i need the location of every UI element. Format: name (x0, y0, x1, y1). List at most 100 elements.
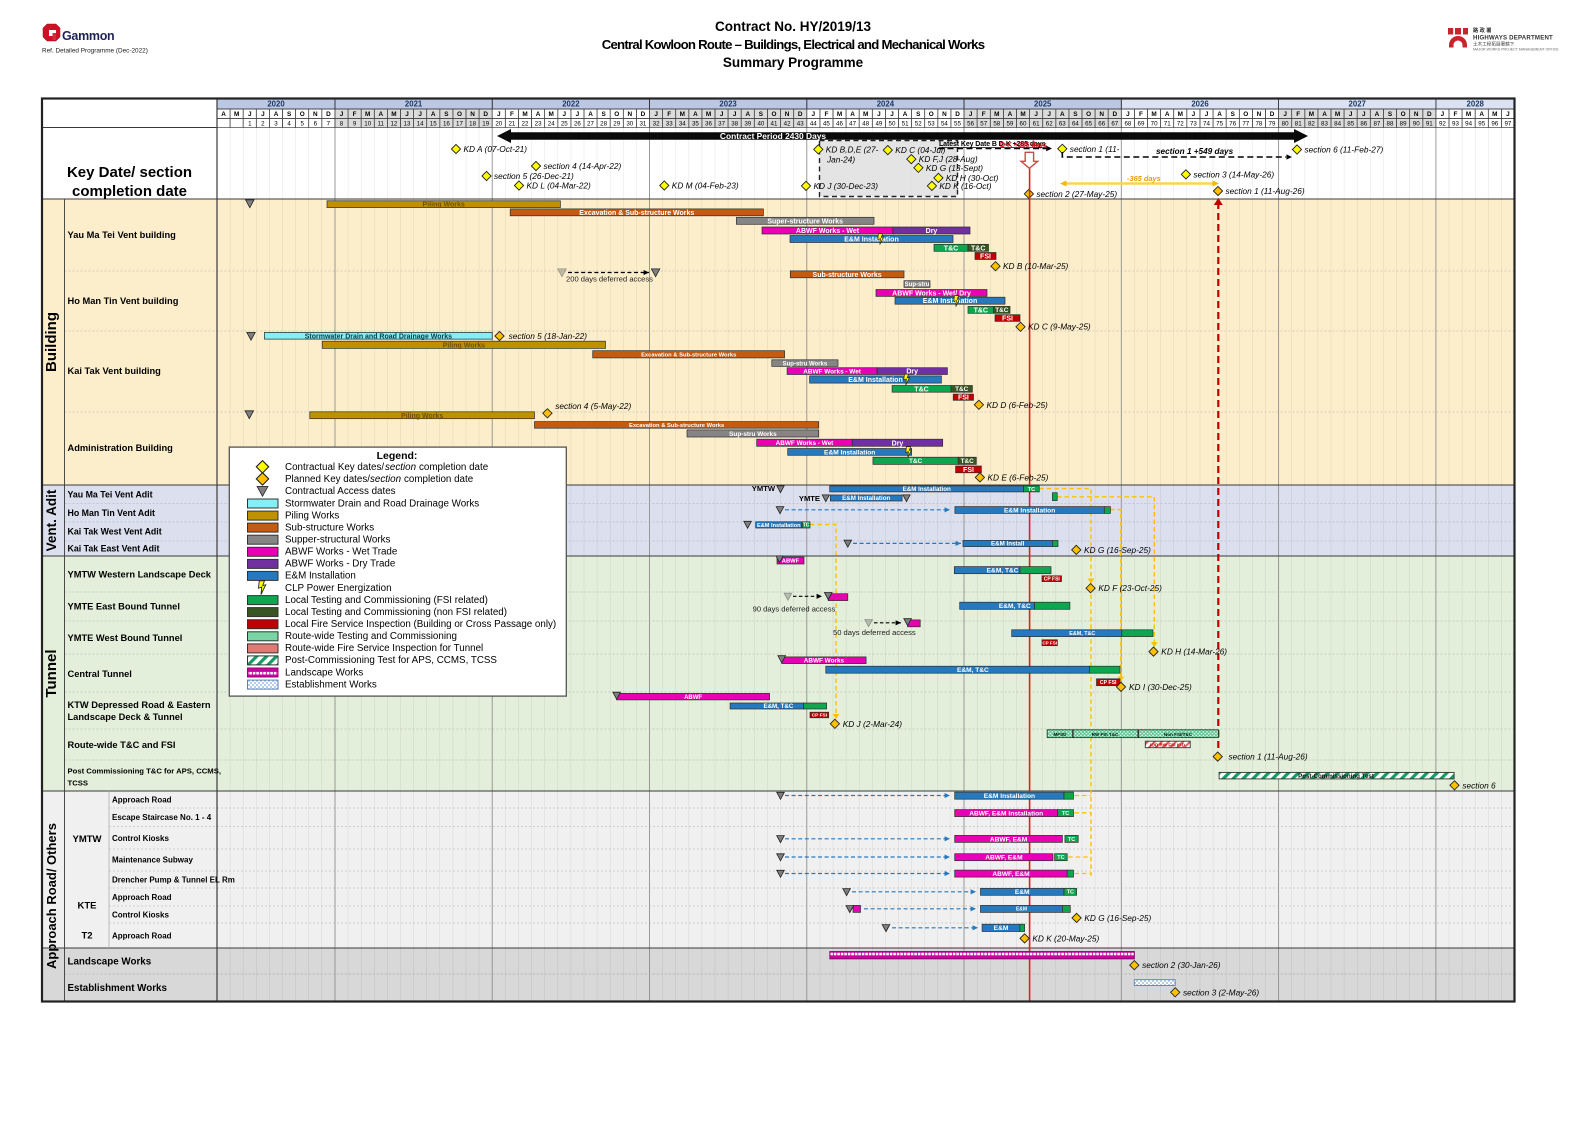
svg-text:29: 29 (613, 120, 620, 127)
svg-text:N: N (627, 111, 632, 118)
svg-text:12: 12 (390, 120, 397, 127)
svg-text:A: A (431, 111, 436, 118)
svg-text:N: N (1257, 111, 1262, 118)
svg-text:A: A (1375, 111, 1380, 118)
svg-text:E&M, T&C: E&M, T&C (999, 603, 1031, 610)
svg-text:E&M, T&C: E&M, T&C (957, 667, 989, 674)
svg-text:Dry: Dry (926, 228, 938, 235)
svg-text:94: 94 (1465, 120, 1472, 127)
svg-text:Piling Works: Piling Works (401, 413, 443, 420)
svg-text:J: J (969, 111, 973, 118)
svg-text:J: J (497, 111, 501, 118)
svg-text:TC: TC (1067, 890, 1074, 896)
svg-text:A: A (1165, 111, 1170, 118)
svg-text:A: A (1217, 111, 1222, 118)
svg-text:4: 4 (287, 120, 291, 127)
svg-text:Escape Staircase No. 1 - 4: Escape Staircase No. 1 - 4 (112, 813, 212, 822)
svg-text:J: J (733, 111, 737, 118)
svg-text:71: 71 (1164, 120, 1171, 127)
svg-text:Establishment Works: Establishment Works (285, 679, 377, 690)
svg-text:Contract Period 2430 Days: Contract Period 2430 Days (720, 131, 826, 141)
svg-text:D: D (483, 111, 488, 118)
svg-text:section 1 (11-Aug-26): section 1 (11-Aug-26) (1229, 752, 1308, 762)
svg-text:M: M (1466, 111, 1471, 118)
svg-text:E&M Installation: E&M Installation (848, 377, 902, 384)
svg-text:T&C: T&C (995, 307, 1009, 314)
svg-text:M: M (549, 111, 554, 118)
svg-text:S: S (444, 111, 449, 118)
svg-text:77: 77 (1242, 120, 1249, 127)
svg-text:A: A (378, 111, 383, 118)
svg-text:E&M Installation: E&M Installation (285, 571, 356, 582)
svg-text:KD G (16-Sep-25): KD G (16-Sep-25) (1084, 545, 1151, 555)
svg-text:81: 81 (1295, 120, 1302, 127)
svg-text:Sup-stru Works: Sup-stru Works (729, 431, 777, 438)
svg-text:路 政 署: 路 政 署 (1473, 26, 1492, 34)
svg-text:2022: 2022 (562, 100, 580, 109)
svg-text:CP FSI: CP FSI (1042, 640, 1057, 645)
svg-text:J: J (1283, 111, 1287, 118)
svg-text:completion date: completion date (404, 474, 474, 485)
svg-text:ABWF Works - Wet/ Dry: ABWF Works - Wet/ Dry (892, 291, 971, 298)
svg-text:47: 47 (849, 120, 856, 127)
svg-text:CP FSI: CP FSI (812, 713, 828, 719)
svg-text:1: 1 (248, 120, 252, 127)
svg-text:Excavation & Sub-structure Wor: Excavation & Sub-structure Works (641, 352, 736, 358)
svg-text:24: 24 (548, 120, 555, 127)
svg-text:FSI: FSI (1002, 316, 1013, 323)
svg-text:D: D (1270, 111, 1275, 118)
svg-text:Vent. Adit: Vent. Adit (44, 489, 59, 551)
svg-text:E&M Installation: E&M Installation (757, 523, 801, 529)
svg-text:17: 17 (456, 120, 463, 127)
svg-text:9: 9 (353, 120, 357, 127)
svg-text:2027: 2027 (1349, 100, 1366, 109)
svg-text:J: J (576, 111, 580, 118)
svg-text:M: M (391, 111, 396, 118)
svg-text:Yau Ma Tei Vent Adit: Yau Ma Tei Vent Adit (68, 490, 153, 500)
svg-text:A: A (221, 111, 226, 118)
svg-text:KD M (04-Feb-23): KD M (04-Feb-23) (672, 181, 739, 191)
svg-text:Dry: Dry (906, 369, 918, 376)
svg-text:F: F (353, 111, 357, 118)
svg-text:78: 78 (1255, 120, 1262, 127)
svg-text:Approach Road: Approach Road (112, 796, 172, 805)
svg-text:E&M Install: E&M Install (991, 541, 1025, 548)
svg-text:2026: 2026 (1191, 100, 1209, 109)
svg-text:N: N (1414, 111, 1419, 118)
svg-text:Route-wide T&C and FSI: Route-wide T&C and FSI (68, 740, 176, 750)
svg-text:82: 82 (1308, 120, 1315, 127)
svg-text:Stormwater Drain and Road Drai: Stormwater Drain and Road Drainage Works (305, 333, 452, 340)
svg-text:section 5 (18-Jan-22): section 5 (18-Jan-22) (509, 331, 588, 341)
svg-text:A: A (274, 111, 279, 118)
svg-text:75: 75 (1216, 120, 1223, 127)
svg-text:37: 37 (718, 120, 725, 127)
svg-text:KD J (30-Dec-23): KD J (30-Dec-23) (814, 181, 879, 191)
svg-text:J: J (340, 111, 344, 118)
svg-text:E&M: E&M (1016, 907, 1027, 913)
svg-text:A: A (1008, 111, 1013, 118)
svg-text:M: M (706, 111, 711, 118)
svg-text:FSI: FSI (963, 467, 974, 474)
svg-text:F: F (1454, 111, 1458, 118)
svg-text:11: 11 (378, 120, 385, 127)
svg-text:section 3 (2-May-26): section 3 (2-May-26) (1183, 987, 1259, 997)
svg-text:2025: 2025 (1034, 100, 1052, 109)
svg-text:62: 62 (1046, 120, 1053, 127)
svg-text:M: M (234, 111, 239, 118)
svg-text:Ho Man Tin Vent building: Ho Man Tin Vent building (68, 296, 179, 306)
svg-text:J: J (1362, 111, 1366, 118)
svg-text:93: 93 (1452, 120, 1459, 127)
svg-text:Piling Works: Piling Works (285, 510, 339, 521)
svg-text:M: M (1335, 111, 1340, 118)
svg-text:section 5 (26-Dec-21): section 5 (26-Dec-21) (494, 171, 574, 181)
svg-text:Kai Tak West Vent Adit: Kai Tak West Vent Adit (68, 527, 162, 537)
svg-text:Drencher Pump & Tunnel EL Rm: Drencher Pump & Tunnel EL Rm (112, 876, 235, 885)
svg-text:-365 days: -365 days (1127, 174, 1161, 183)
svg-text:KD C (04-Jul): KD C (04-Jul) (895, 145, 945, 155)
svg-text:KD G (13-Sept): KD G (13-Sept) (926, 163, 983, 173)
svg-text:KD B (10-Mar-25): KD B (10-Mar-25) (1003, 261, 1069, 271)
svg-text:55: 55 (954, 120, 961, 127)
svg-text:KD E (6-Feb-25): KD E (6-Feb-25) (988, 472, 1049, 482)
svg-text:Latest Key Date B D-K +285 day: Latest Key Date B D-K +285 days (939, 141, 1046, 148)
svg-text:40: 40 (757, 120, 764, 127)
